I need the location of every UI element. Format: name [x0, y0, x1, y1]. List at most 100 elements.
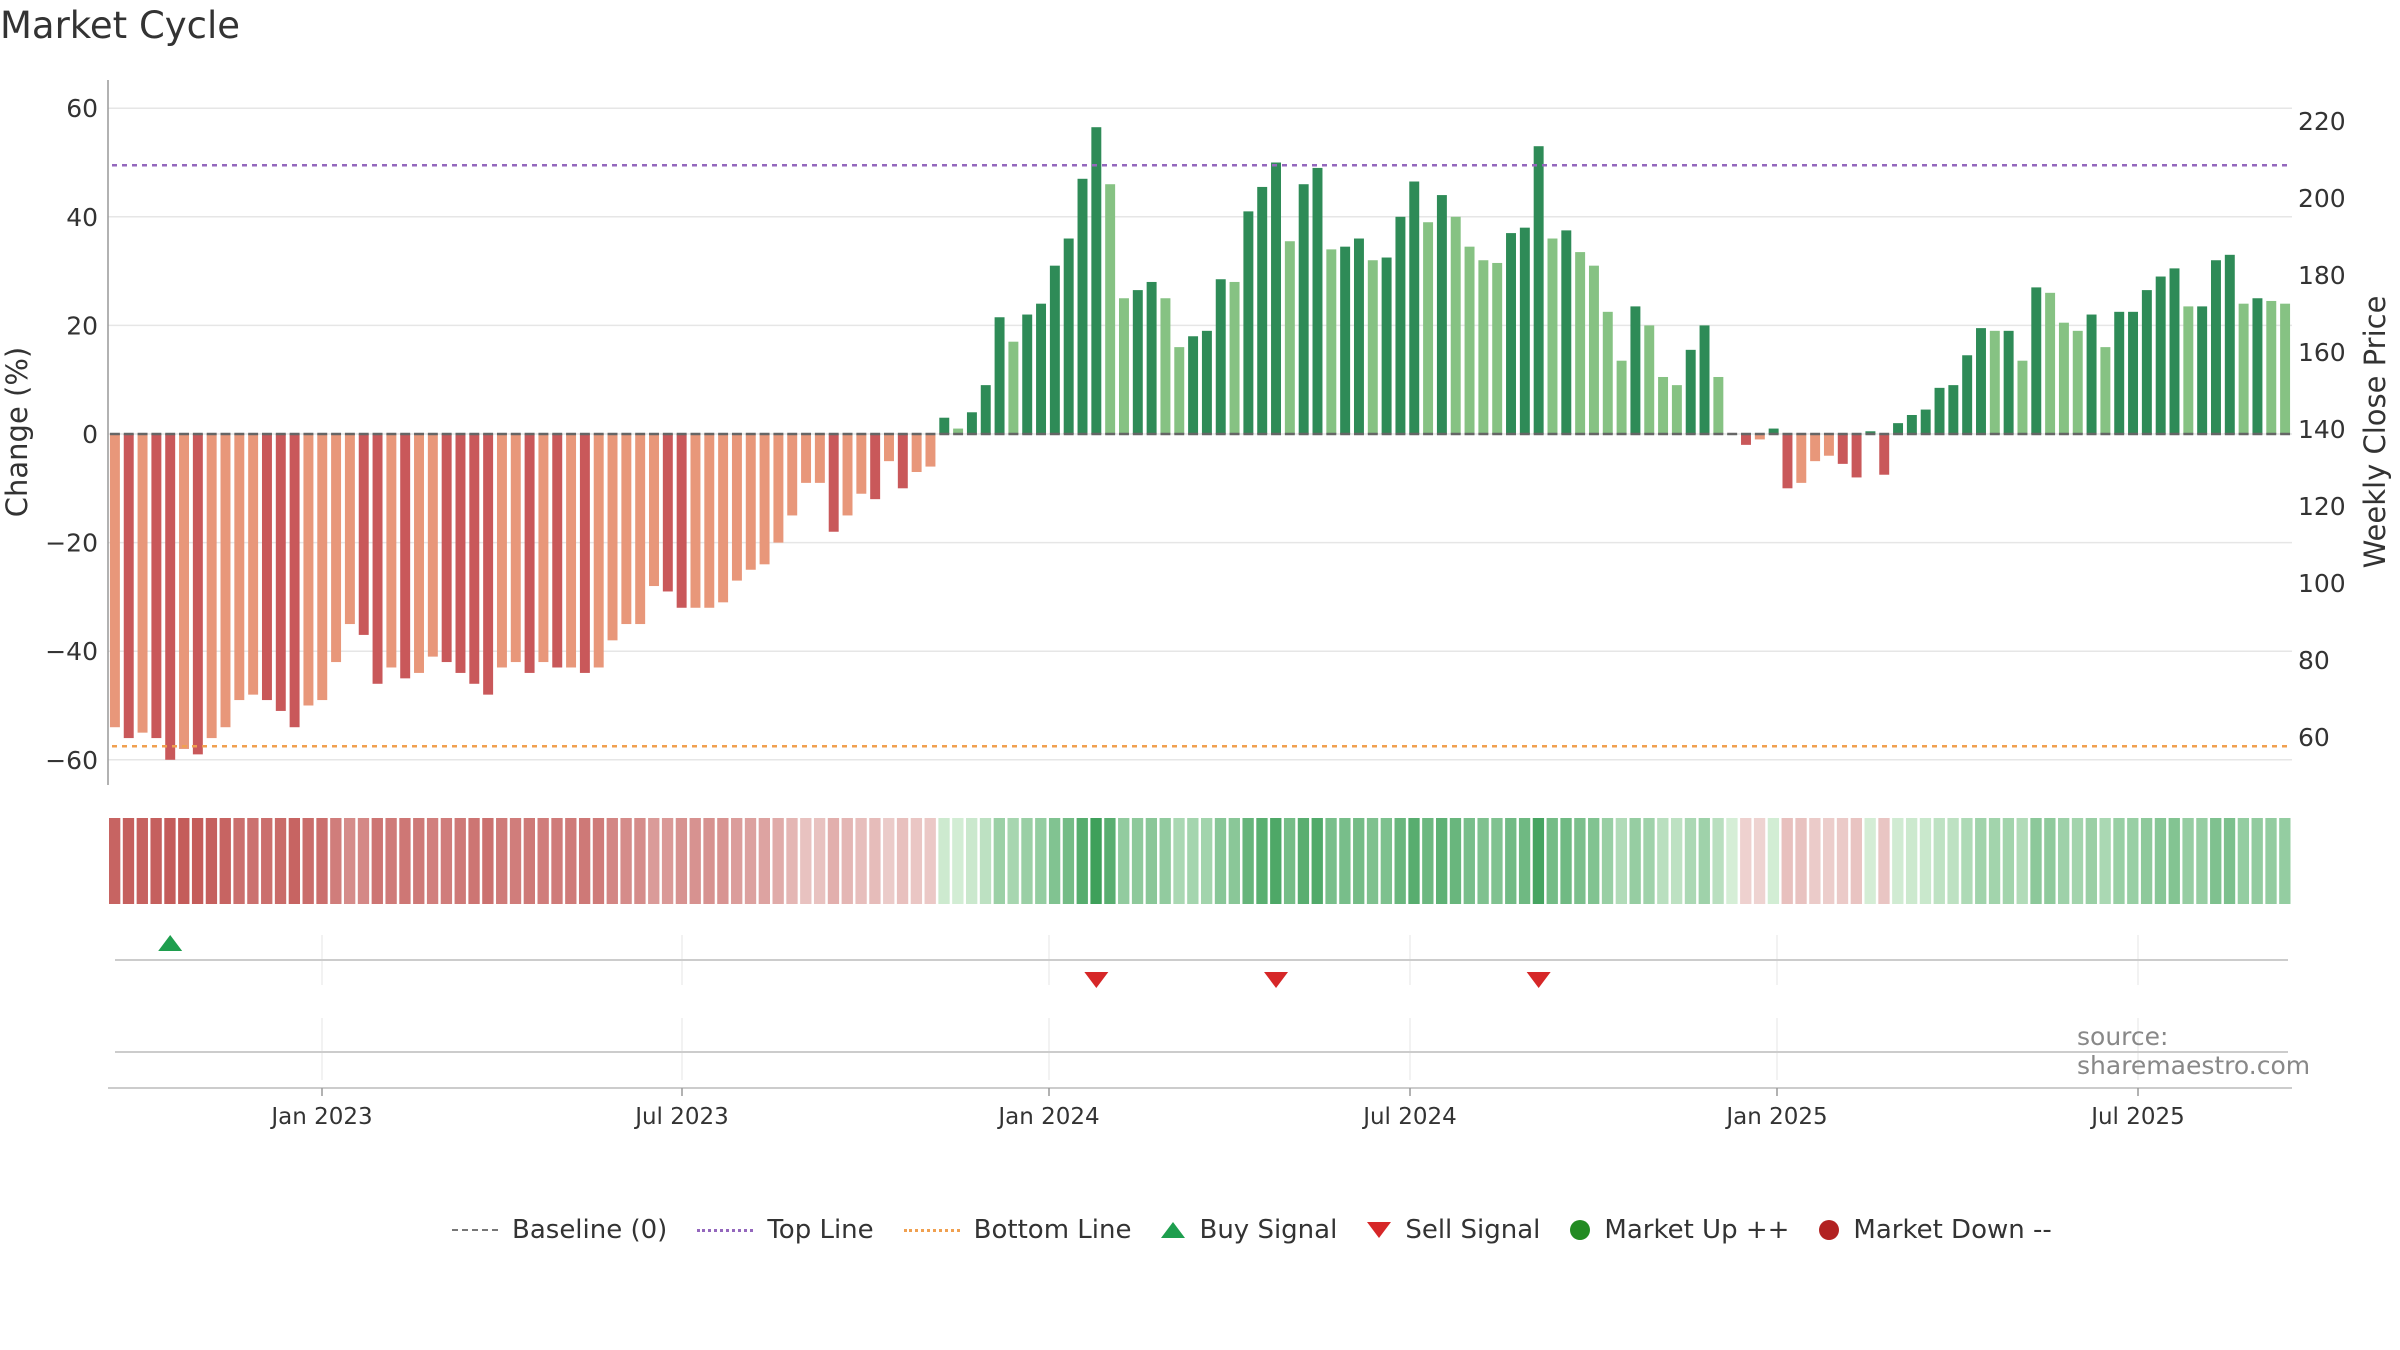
triangle-up-icon: [1161, 1222, 1186, 1238]
y2-tick-label: 200: [2298, 184, 2346, 213]
reference-lines: [112, 163, 2292, 748]
y2-tick-label: 100: [2298, 569, 2346, 598]
legend-label: Sell Signal: [1405, 1215, 1541, 1245]
bar: [731, 434, 742, 581]
cycle-cell: [966, 818, 978, 904]
cycle-cell: [2071, 818, 2084, 904]
cycle-cell: [1560, 818, 1572, 904]
sell-signal-marker: [1526, 972, 1551, 988]
cycle-cell: [1781, 818, 1793, 904]
cycle-cell: [1353, 818, 1365, 904]
cycle-cell: [952, 818, 964, 904]
cycle-cell: [1629, 818, 1641, 904]
cycle-cell: [1684, 818, 1697, 904]
bar: [759, 434, 770, 565]
cycle-cell: [426, 818, 439, 904]
bar: [1229, 281, 1240, 434]
bar: [676, 434, 687, 608]
cycle-cell: [1726, 818, 1738, 904]
legend-item: Baseline (0): [452, 1215, 667, 1245]
cycle-cell: [1104, 818, 1116, 904]
cycle-cell: [330, 818, 342, 904]
bar: [414, 434, 424, 673]
cycle-cell: [578, 818, 591, 904]
bar: [165, 434, 176, 760]
cycle-cell: [1740, 818, 1752, 904]
bar: [1326, 249, 1337, 434]
cycle-cell: [1159, 818, 1171, 904]
bar: [1284, 241, 1295, 434]
cycle-cell: [2127, 818, 2139, 904]
cycle-cell: [2168, 818, 2180, 904]
bar: [1077, 178, 1088, 434]
bar: [1533, 146, 1544, 434]
bar: [2114, 311, 2125, 434]
y2-axis-label: Weekly Close Price: [2358, 296, 2392, 569]
bar: [607, 434, 618, 641]
cycle-cell: [2196, 818, 2208, 904]
bar: [1118, 298, 1129, 434]
bar: [400, 434, 411, 679]
bar: [1340, 246, 1351, 434]
bar: [1782, 434, 1793, 489]
cycle-cell: [883, 818, 895, 904]
cycle-cell: [675, 818, 688, 904]
source-credit: source: sharemaestro.com: [2077, 1022, 2311, 1080]
y-tick-label: 20: [66, 311, 98, 340]
bar: [1976, 328, 1986, 434]
cycle-cell: [122, 818, 135, 904]
cycle-cell: [2265, 818, 2277, 904]
bar: [1353, 238, 1364, 434]
bar: [109, 434, 120, 728]
bar: [1160, 298, 1171, 434]
cycle-cell: [1809, 818, 1821, 904]
cycle-cell: [233, 818, 245, 904]
bar: [1506, 233, 1516, 434]
cycle-cell: [1698, 818, 1710, 904]
cycle-cell: [813, 818, 826, 904]
cycle-cell: [2154, 818, 2167, 904]
cycle-cell: [1422, 818, 1434, 904]
bar: [510, 434, 521, 663]
bar: [2224, 254, 2235, 434]
signal-panel: [115, 935, 2288, 1080]
bar: [1008, 341, 1019, 434]
bar: [1768, 428, 1779, 434]
cycle-cell: [1892, 818, 1904, 904]
bar: [344, 434, 355, 625]
bar: [1713, 376, 1724, 434]
bar: [1257, 186, 1268, 434]
cycle-cell: [1753, 818, 1766, 904]
bar: [441, 434, 452, 663]
bar: [1810, 434, 1821, 462]
bar: [814, 434, 825, 483]
cycle-cell: [1366, 818, 1379, 904]
bar: [483, 434, 494, 695]
cycle-cell: [1021, 818, 1033, 904]
cycle-cell: [1449, 818, 1462, 904]
bar: [1312, 167, 1323, 434]
cycle-cell: [1256, 818, 1268, 904]
bar: [386, 434, 397, 668]
cycle-cell: [1187, 818, 1199, 904]
bar: [2072, 330, 2083, 434]
bar: [787, 434, 798, 516]
cycle-cell: [261, 818, 273, 904]
cycle-cell: [2099, 818, 2111, 904]
bar: [151, 434, 162, 739]
bar: [593, 434, 604, 668]
legend-item: Market Up ++: [1570, 1215, 1789, 1245]
cycle-cell: [136, 818, 148, 904]
cycle-cell: [1505, 818, 1517, 904]
bar: [801, 434, 812, 483]
bar: [538, 434, 549, 663]
bar: [1865, 431, 1876, 434]
legend-item: Market Down --: [1819, 1215, 2052, 1245]
x-tick-label: Jul 2025: [2089, 1104, 2185, 1130]
cycle-cell: [385, 818, 397, 904]
bar: [1174, 347, 1185, 434]
bar: [303, 434, 314, 706]
cycle-cell: [1975, 818, 1987, 904]
cycle-cell: [274, 818, 287, 904]
bar: [704, 434, 715, 608]
